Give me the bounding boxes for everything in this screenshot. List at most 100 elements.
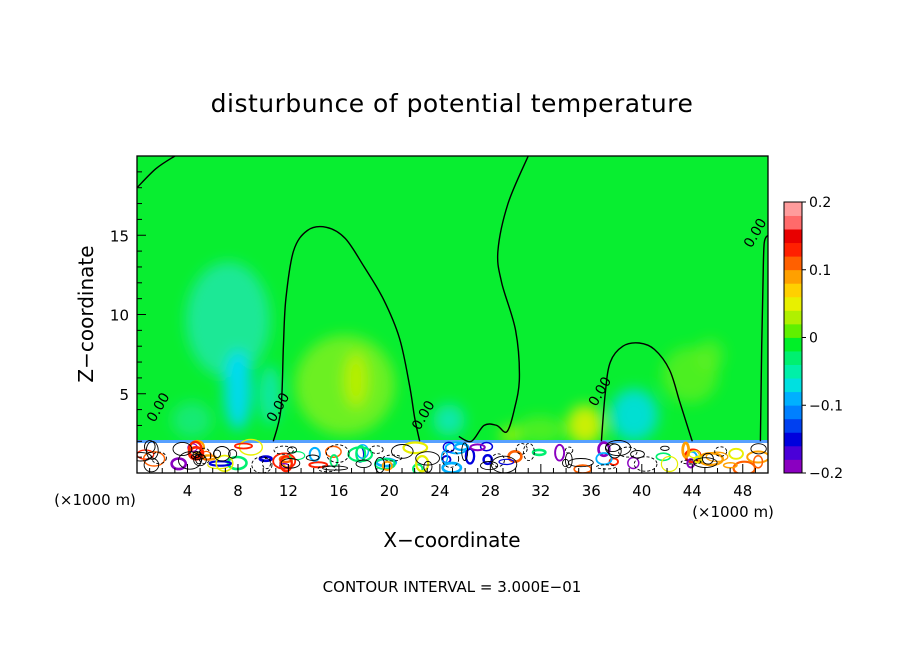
eddy-contour (194, 451, 203, 465)
eddy-contour (461, 442, 469, 461)
warm-anomaly-blob (567, 405, 603, 445)
eddy-contour (273, 445, 294, 455)
x-tick-label: 12 (279, 482, 298, 500)
eddy-contour (317, 465, 337, 473)
plot-area (137, 156, 768, 473)
eddy-contour (322, 465, 349, 471)
x-axis: 4 8 12 16 20 24 28 32 36 40 44 48 (149, 464, 756, 500)
colorbar-swatch (784, 405, 802, 420)
warm-anomaly-blob (696, 339, 724, 371)
eddy-contour (680, 459, 702, 465)
colorbar-swatch (784, 269, 802, 284)
x-tick-label: 28 (481, 482, 500, 500)
eddy-contour (391, 444, 414, 459)
colorbar: 0.2 0.1 0 −0.1 −0.2 (783, 195, 843, 482)
eddy-contour (287, 446, 298, 454)
eddy-mark (595, 452, 613, 466)
colorbar-swatch (784, 242, 802, 257)
x-tick-label: 40 (632, 482, 651, 500)
eddy-contour (633, 456, 658, 472)
y-tick-label: 5 (119, 386, 129, 404)
colorbar-tick-label: 0.2 (809, 195, 831, 211)
x-tick-label: 24 (430, 482, 449, 500)
zero-contour-line-2 (272, 225, 421, 442)
colorbar-swatch (784, 364, 802, 379)
eddy-mark (498, 458, 515, 466)
cool-anomaly-blob (433, 404, 465, 436)
contour-interval-footer: CONTOUR INTERVAL = 3.000E−01 (323, 578, 582, 596)
colorbar-swatch (784, 202, 802, 216)
eddy-contour (630, 450, 645, 459)
warm-anomaly-blob (516, 416, 564, 444)
eddy-mark (412, 463, 424, 473)
eddy-mark (347, 446, 374, 463)
x-tick-label: 8 (233, 482, 243, 500)
y-tick-label: 10 (110, 307, 129, 325)
cool-anomaly-blob (610, 389, 658, 441)
x-tick-label: 48 (733, 482, 752, 500)
zero-contour-line-1 (137, 156, 176, 189)
eddy-contour (693, 457, 718, 468)
colorbar-tick-label: −0.2 (809, 466, 843, 482)
eddy-mark (415, 454, 430, 473)
colorbar-swatch (784, 378, 802, 393)
boundary-layer-eddies (137, 438, 768, 473)
eddy-contour (305, 454, 320, 461)
eddy-mark (142, 451, 166, 467)
eddy-contour (607, 443, 622, 459)
y-axis-label: Z−coordinate (74, 245, 98, 382)
eddy-contour (750, 443, 767, 455)
eddy-contour (604, 439, 632, 457)
eddy-mark (752, 454, 764, 469)
eddy-mark (597, 441, 611, 458)
colorbar-tick-label: 0 (809, 331, 818, 347)
colorbar-swatch (784, 310, 802, 325)
colorbar-swatch (784, 337, 802, 352)
colorbar-swatch (784, 459, 802, 474)
eddy-mark (686, 458, 696, 469)
colorbar-swatch (784, 296, 802, 311)
colorbar-swatch (784, 432, 802, 447)
eddy-contour (480, 461, 499, 471)
eddy-contour (490, 453, 505, 468)
eddy-contour (178, 451, 202, 470)
eddy-mark (381, 460, 393, 471)
eddy-contour (564, 452, 573, 469)
eddy-contour (280, 458, 301, 469)
eddy-mark (440, 450, 449, 464)
eddy-mark (272, 452, 297, 470)
colorbar-swatch (784, 229, 802, 244)
zero-contour-line-5 (759, 234, 768, 442)
boundary-layer (137, 438, 768, 473)
warm-anomaly-core (344, 352, 368, 408)
colorbar-swatch (784, 418, 802, 433)
x-tick-label: 16 (329, 482, 348, 500)
eddy-contour (144, 440, 156, 454)
cool-anomaly-blob (260, 365, 280, 425)
boundary-layer-top-edge (137, 440, 768, 443)
colorbar-tick-label: −0.1 (809, 398, 843, 414)
eddy-mark (660, 455, 679, 473)
x-unit-label-left: (×1000 m) (54, 491, 136, 509)
colorbar-swatch (784, 445, 802, 460)
eddy-contour (523, 442, 535, 462)
colorbar-swatch (784, 323, 802, 338)
eddy-contour (618, 446, 638, 458)
eddy-contour (143, 457, 160, 473)
eddy-contour (251, 456, 273, 473)
x-tick-label: 44 (683, 482, 702, 500)
eddy-mark (479, 441, 494, 452)
eddy-mark (681, 441, 691, 459)
eddy-mark (728, 447, 744, 460)
eddy-contour (212, 449, 222, 459)
colorbar-swatch (784, 391, 802, 406)
eddy-mark (531, 448, 547, 457)
eddy-mark (238, 438, 264, 456)
eddy-contour (325, 444, 350, 463)
eddy-contour (193, 454, 207, 467)
cool-anomaly-blob (172, 402, 212, 438)
chart-title: disturbunce of potential temperature (211, 89, 694, 118)
x-tick-label: 36 (582, 482, 601, 500)
x-tick-label: 32 (531, 482, 550, 500)
